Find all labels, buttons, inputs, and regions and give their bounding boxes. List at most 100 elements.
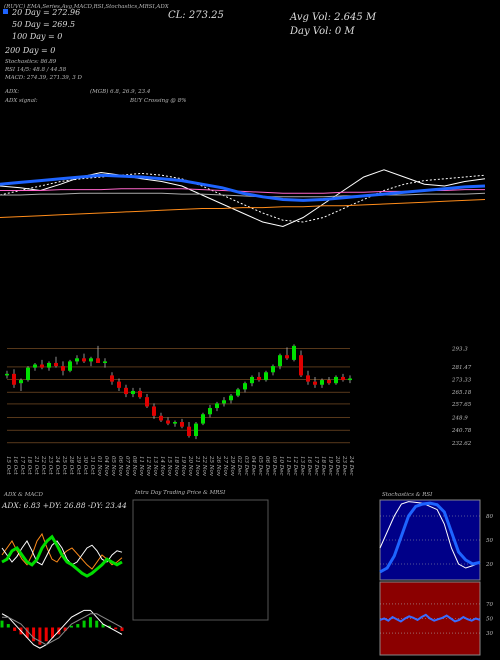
avg-volume: Avg Vol: 2.645 M: [289, 12, 377, 23]
x-tick-label: 25 Oct: [61, 455, 67, 475]
candle-body: [334, 376, 338, 384]
y-tick-label: 293.3: [451, 347, 468, 353]
indicator-line: [0, 173, 486, 202]
x-tick-label: 01 Nov: [96, 456, 102, 477]
x-tick-label: 10 Dec: [278, 456, 284, 476]
x-tick-label: 17 Oct: [19, 456, 25, 475]
indicator-line: [1, 609, 123, 649]
candle-body: [159, 415, 163, 421]
candle-body: [257, 376, 261, 381]
candle-body: [306, 375, 310, 382]
candle-body: [229, 395, 233, 401]
x-tick-label: 13 Dec: [299, 456, 305, 476]
x-tick-label: 06 Dec: [264, 456, 270, 476]
legend-swatch: [3, 9, 8, 14]
x-tick-label: 08 Nov: [131, 456, 137, 477]
histogram-bar: [120, 627, 124, 631]
histogram-bar: [51, 627, 55, 638]
indicator-line: [0, 172, 486, 223]
x-tick-label: 30 Oct: [82, 456, 88, 475]
stat: MACD: 274.39, 271.39, 3 D: [4, 75, 83, 81]
x-tick-label: 11 Nov: [138, 456, 144, 477]
x-tick-label: 14 Nov: [159, 456, 165, 477]
signal-text: BUY Crossing @ 8%: [129, 97, 186, 104]
candle-body: [208, 408, 212, 415]
candle-body: [236, 389, 240, 396]
candle-body: [285, 355, 289, 359]
x-tick-label: 18 Dec: [320, 456, 326, 476]
candle-body: [187, 426, 191, 437]
x-tick-label: 15 Nov: [166, 456, 172, 477]
histogram-bar: [25, 627, 29, 638]
y-tick-label: 248.9: [451, 416, 468, 422]
ema-label: 50 Day = 269.5: [12, 20, 75, 29]
candle-body: [117, 381, 121, 388]
histogram-bar: [13, 627, 17, 631]
ema-label: 200 Day = 0: [4, 46, 55, 55]
candle-body: [26, 367, 30, 381]
candle-body: [40, 364, 44, 368]
histogram-bar: [82, 620, 86, 628]
histogram-bar: [44, 627, 48, 642]
panel-title: Stochastics & RSI: [382, 492, 433, 498]
candle-body: [222, 400, 226, 404]
ema-label: 20 Day = 272.96: [11, 8, 80, 17]
x-tick-label: 27 Nov: [222, 455, 228, 477]
x-tick-label: 21 Nov: [194, 455, 200, 477]
y-tick-label: 70: [486, 602, 493, 608]
x-tick-label: 03 Dec: [243, 456, 249, 476]
candle-body: [243, 383, 247, 390]
x-tick-label: 07 Nov: [124, 456, 130, 477]
candle-body: [173, 422, 177, 424]
histogram-bar: [114, 627, 118, 630]
y-tick-label: 232.62: [451, 441, 472, 447]
x-tick-label: 20 Dec: [334, 455, 340, 476]
candle-body: [299, 355, 303, 376]
candle-body: [61, 366, 65, 371]
x-tick-label: 09 Dec: [271, 456, 277, 476]
close-price: CL: 273.25: [168, 10, 224, 21]
candle-body: [278, 355, 282, 367]
candle-body: [19, 380, 23, 384]
y-tick-label: 50: [486, 617, 493, 623]
candle-body: [250, 376, 254, 384]
histogram-bar: [63, 627, 67, 631]
x-tick-label: 05 Dec: [257, 456, 263, 476]
intraday-title: Intra Day Trading Price & MRSI: [134, 490, 226, 496]
x-tick-label: 05 Nov: [110, 456, 116, 477]
x-tick-label: 18 Oct: [26, 456, 32, 475]
x-tick-label: 04 Dec: [250, 456, 256, 476]
intraday-panel: [132, 499, 269, 621]
y-tick-label: 257.65: [451, 402, 472, 408]
y-tick-label: 281.47: [451, 365, 472, 371]
x-tick-label: 29 Oct: [75, 455, 81, 475]
candle-body: [292, 345, 296, 360]
x-tick-label: 19 Nov: [180, 456, 186, 477]
y-tick-label: 273.33: [451, 378, 472, 384]
adx-values: (MGB) 6.8, 26.9, 23.4: [90, 88, 151, 95]
candle-body: [96, 358, 100, 363]
candle-body: [145, 397, 149, 407]
header-line: (RUVC) EMA,Series,Avg,MACD,RSI,Stochasti…: [4, 3, 170, 10]
candle-body: [89, 358, 93, 362]
x-tick-label: 29 Nov: [229, 455, 235, 477]
histogram-bar: [38, 627, 42, 645]
candle-body: [75, 358, 79, 362]
x-tick-label: 02 Dec: [236, 456, 242, 476]
candle-body: [313, 381, 317, 385]
indicator-line: [1, 534, 123, 578]
x-tick-label: 16 Dec: [306, 456, 312, 476]
x-tick-label: 25 Nov: [208, 455, 214, 477]
candle-body: [327, 380, 331, 384]
candle-body: [166, 420, 170, 424]
candle-body: [110, 375, 114, 382]
y-tick-label: 80: [486, 514, 493, 520]
x-tick-label: 23 Oct: [47, 455, 53, 475]
panel-title: ADX & MACD: [3, 492, 44, 498]
x-tick-label: 22 Oct: [40, 455, 46, 475]
x-tick-label: 15 Oct: [5, 456, 11, 475]
indicator-line: [1, 540, 123, 566]
candle-body: [264, 372, 268, 381]
x-tick-label: 19 Dec: [327, 456, 333, 476]
